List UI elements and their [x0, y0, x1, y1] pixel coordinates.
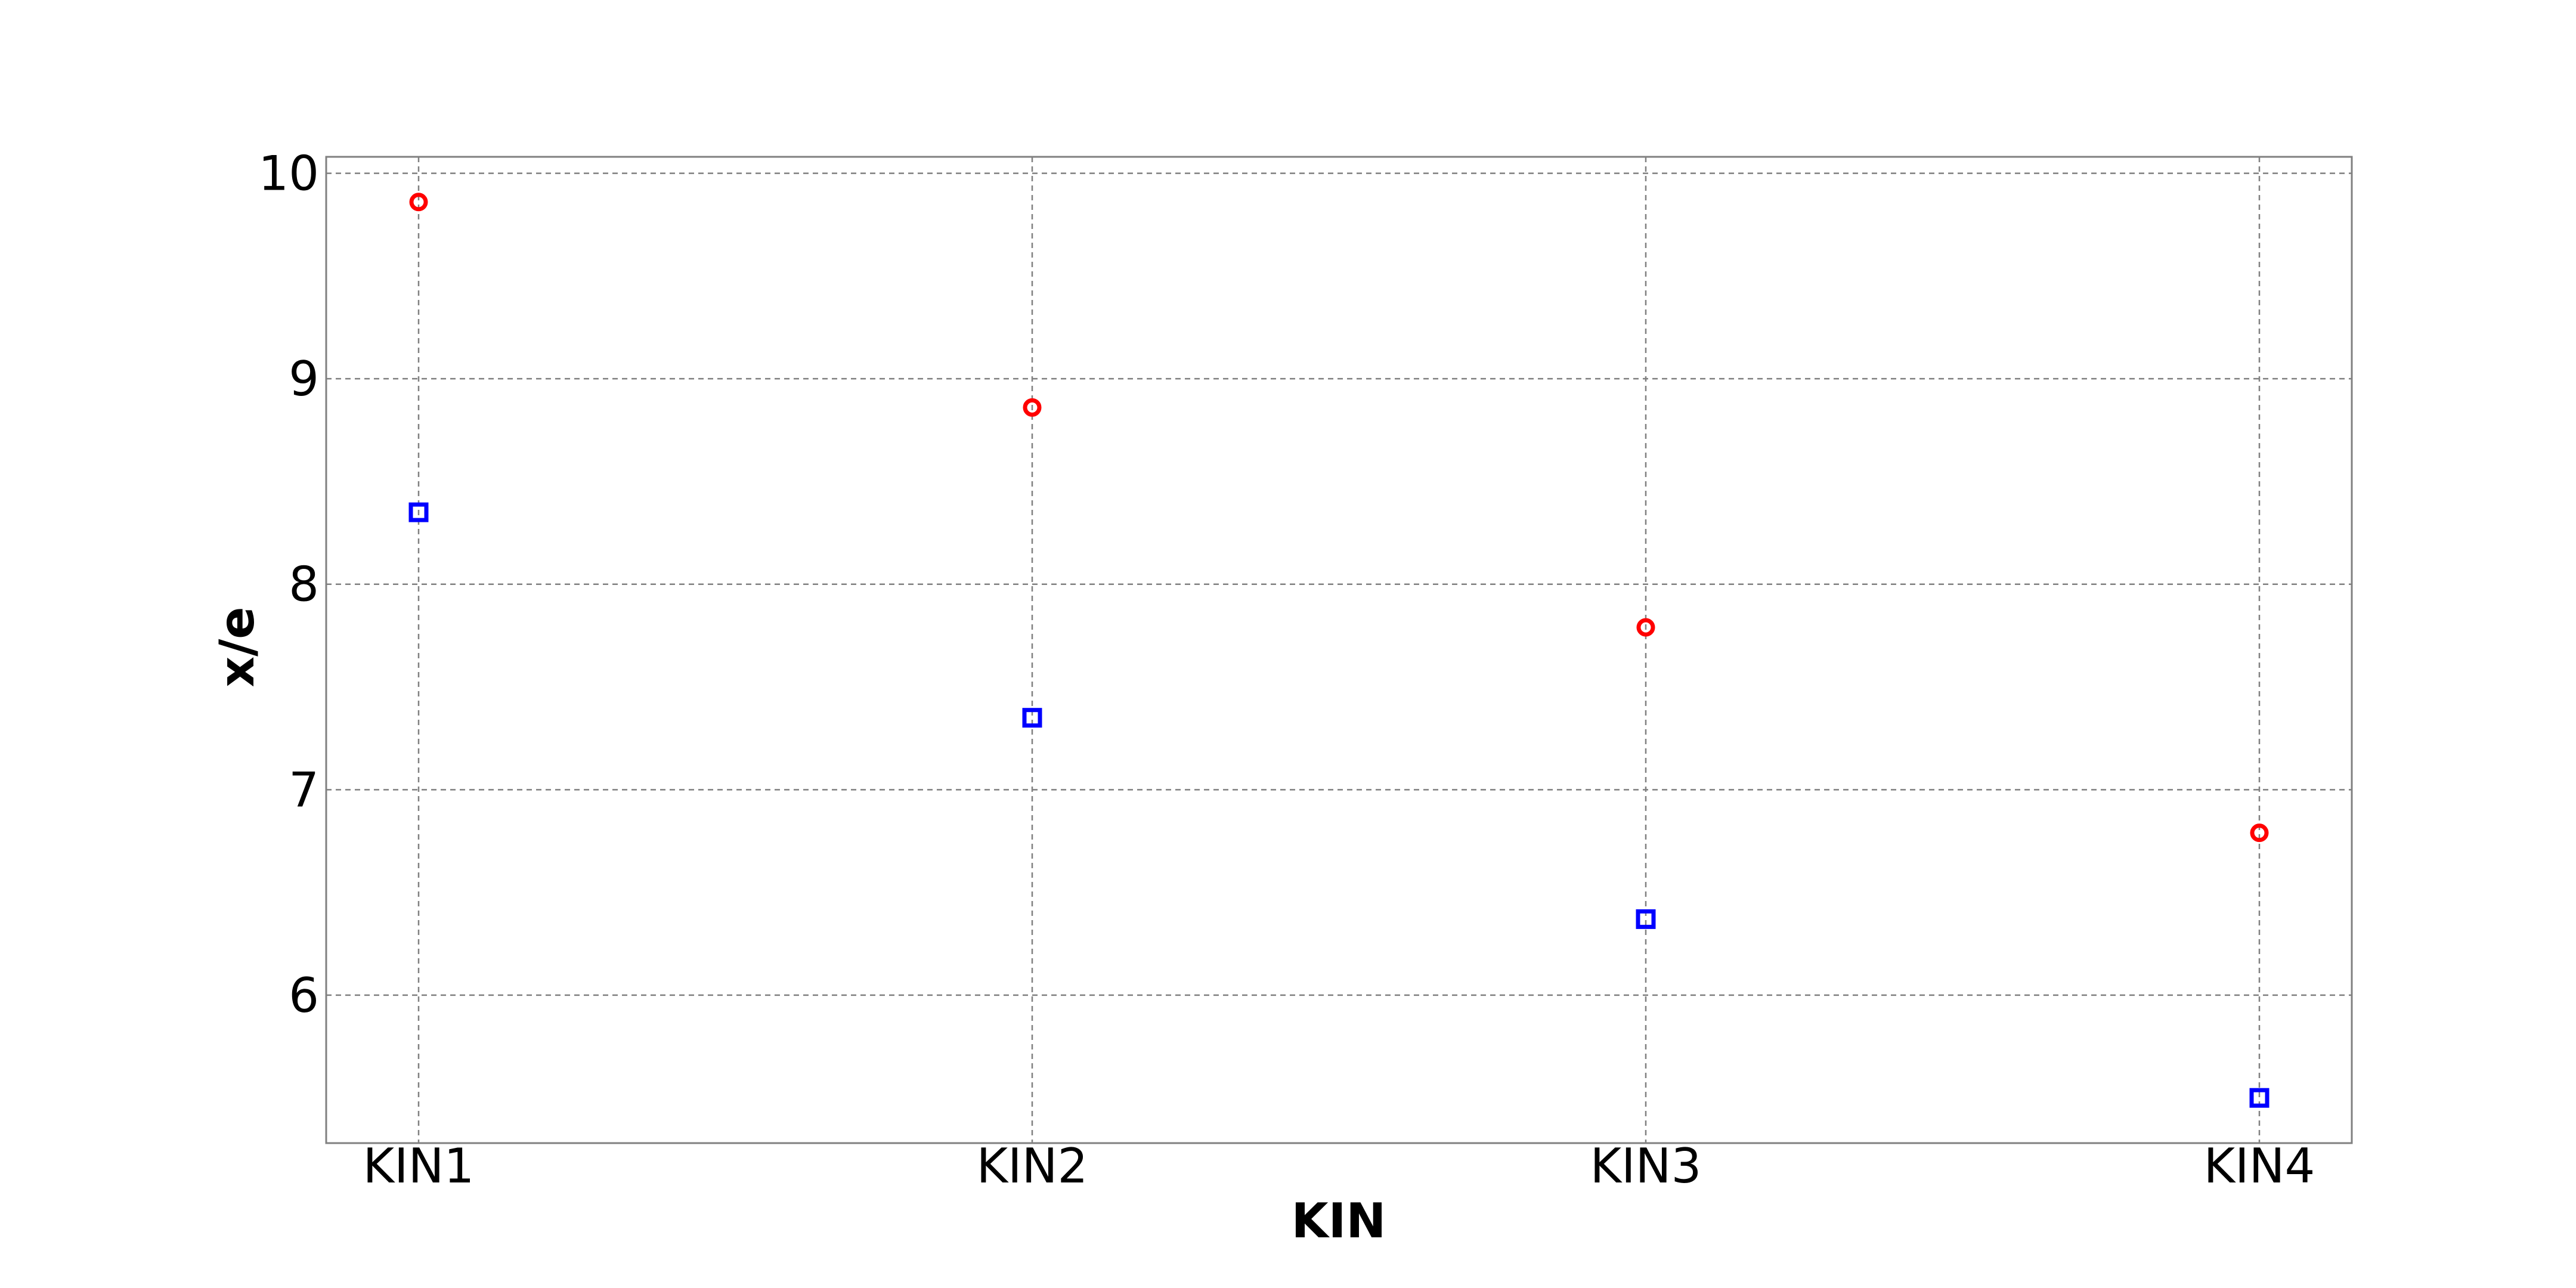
square-marker-point — [1636, 909, 1656, 929]
x-tick-label: KIN1 — [363, 1138, 475, 1194]
circle-marker-point — [1023, 398, 1042, 417]
square-marker-point — [2249, 1088, 2270, 1108]
x-axis-title: KIN — [1292, 1193, 1386, 1249]
y-axis-tick-labels: 6 7 8 9 10 — [258, 146, 319, 1023]
y-axis-title: x/e — [209, 606, 265, 687]
y-tick-label: 8 — [289, 557, 319, 612]
circle-marker-point — [409, 193, 428, 212]
grid-lines — [326, 157, 2352, 1143]
square-marker-point — [1022, 708, 1042, 728]
y-tick-label: 10 — [258, 146, 319, 202]
square-marker-point — [408, 502, 429, 522]
y-tick-label: 6 — [289, 968, 319, 1023]
data-markers — [408, 193, 2270, 1108]
circle-marker-point — [2250, 823, 2269, 843]
x-tick-label: KIN3 — [1590, 1138, 1702, 1194]
x-axis-tick-labels: KIN1 KIN2 KIN3 KIN4 — [363, 1138, 2315, 1194]
y-tick-label: 9 — [289, 351, 319, 407]
x-tick-label: KIN4 — [2204, 1138, 2315, 1194]
x-tick-label: KIN2 — [977, 1138, 1088, 1194]
circle-marker-point — [1636, 618, 1655, 637]
plot-area-frame — [325, 156, 2353, 1144]
y-tick-label: 7 — [289, 762, 319, 818]
